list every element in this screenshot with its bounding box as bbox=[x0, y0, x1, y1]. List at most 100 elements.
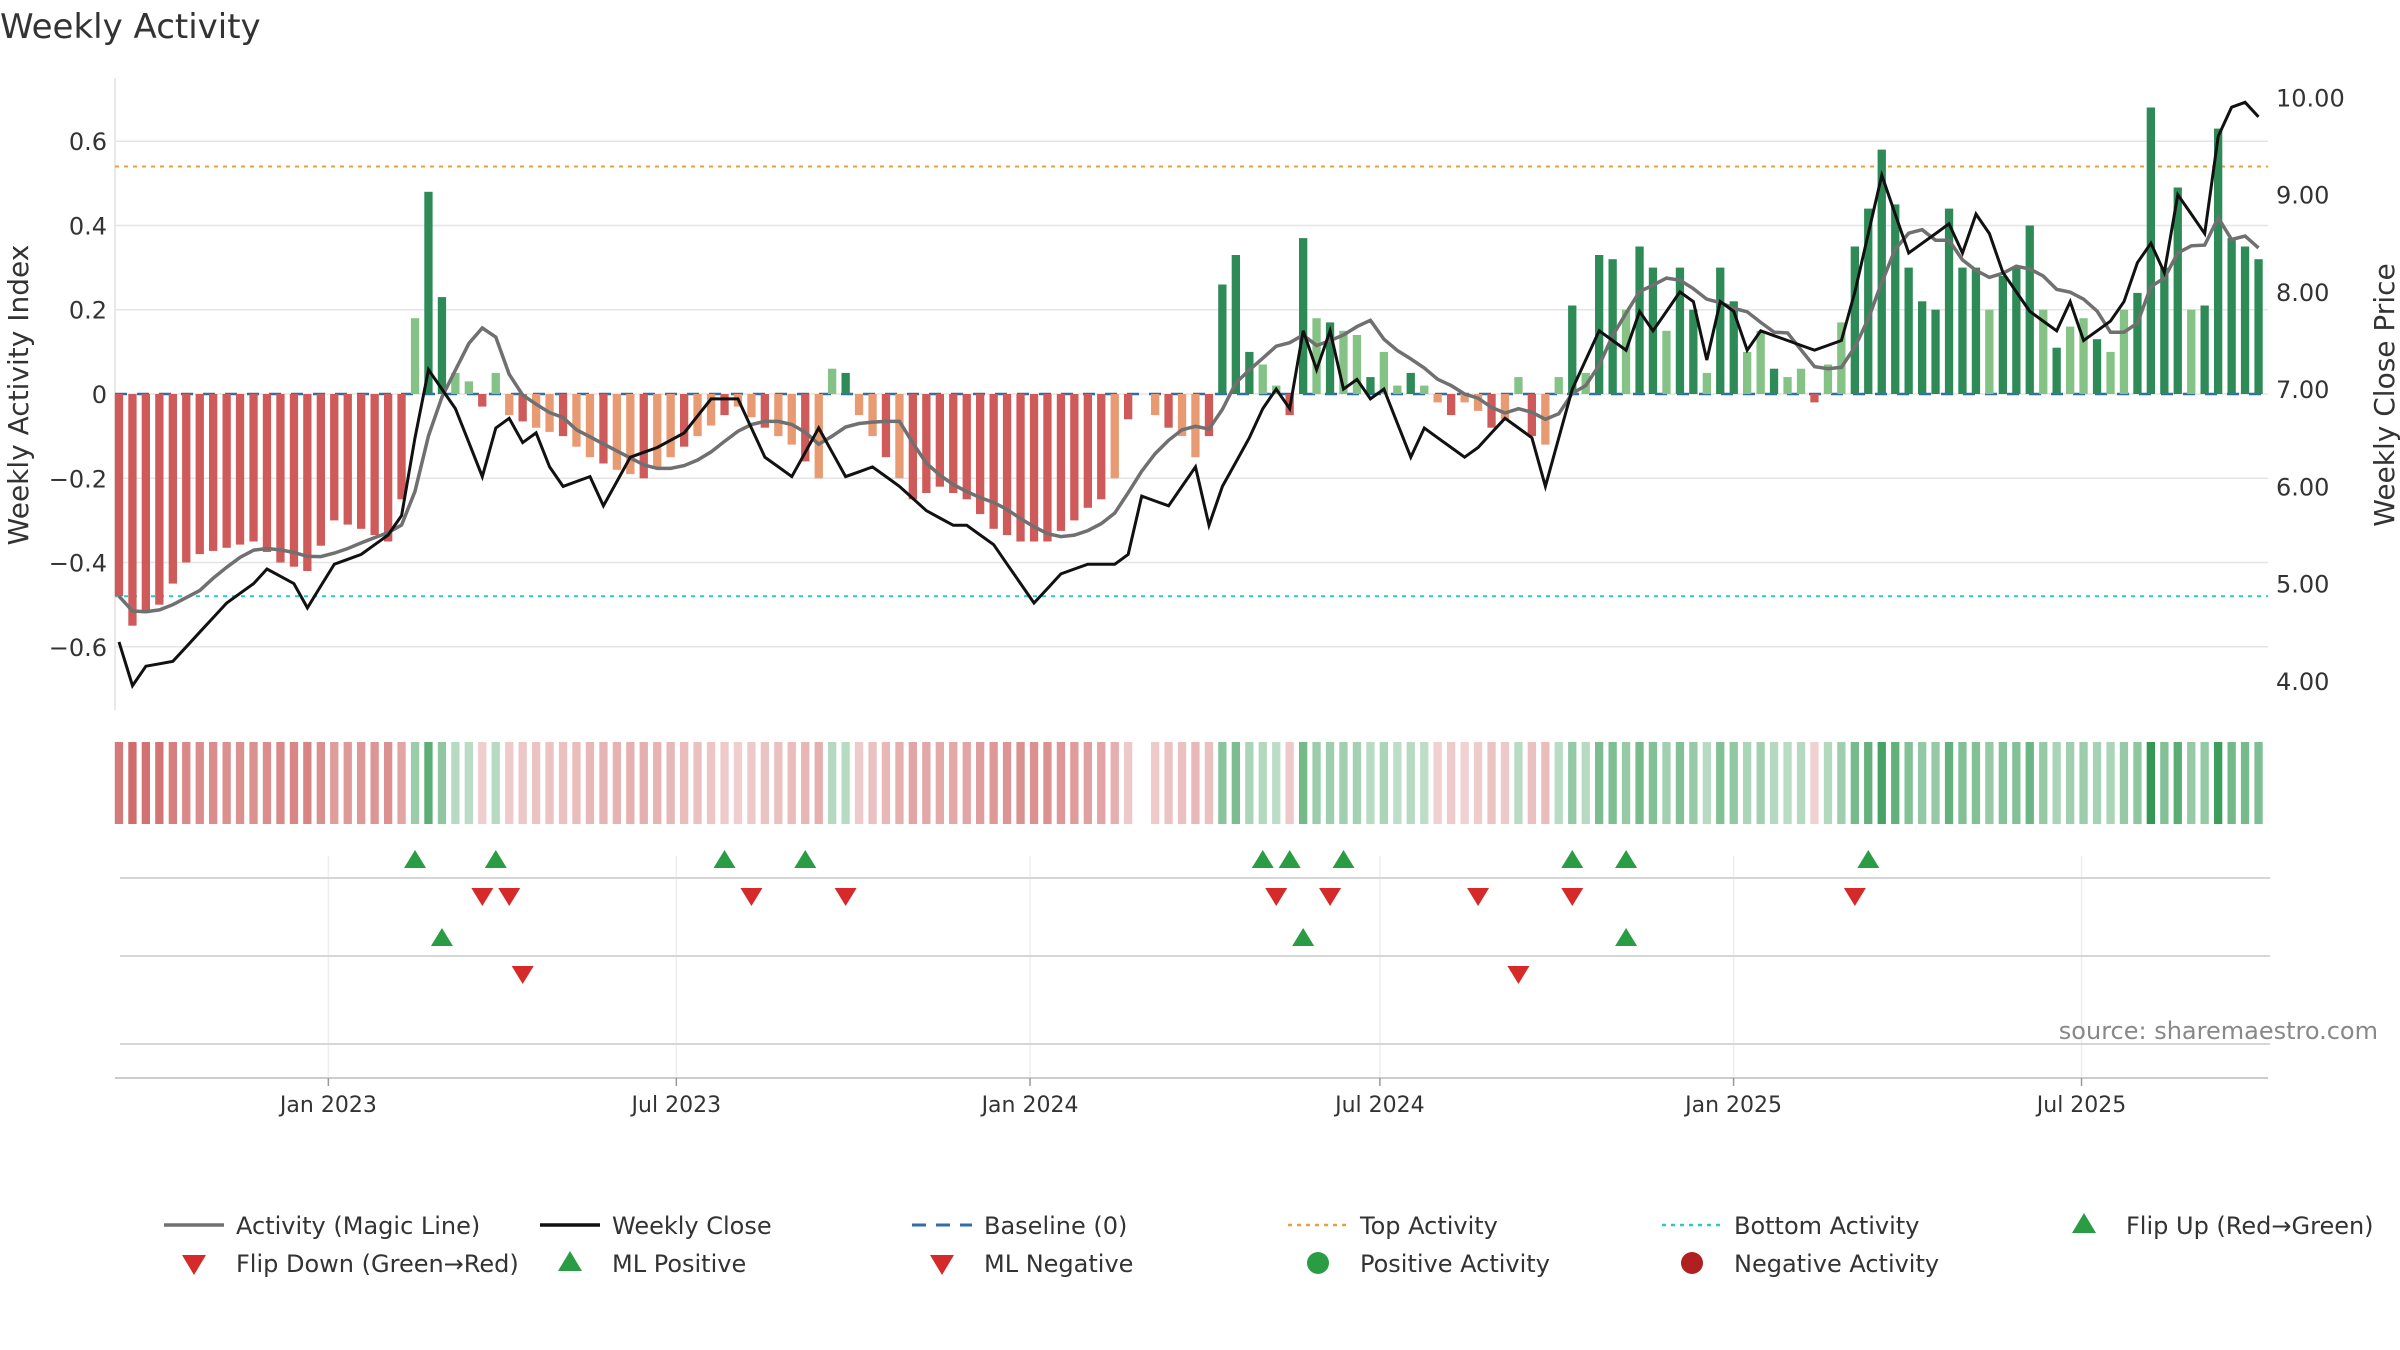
activity-bar bbox=[114, 394, 124, 597]
y-tick-label: 0 bbox=[92, 381, 107, 409]
flip-up-marker bbox=[1332, 850, 1355, 868]
heat-cell bbox=[1608, 742, 1617, 824]
heat-cell bbox=[1864, 742, 1873, 824]
heat-cell bbox=[1029, 742, 1039, 824]
activity-bar bbox=[841, 372, 850, 394]
y-axis-label: Weekly Activity Index bbox=[2, 245, 35, 546]
flip-down-marker bbox=[1319, 888, 1342, 906]
heat-cell bbox=[1985, 742, 1994, 824]
flip-down-marker bbox=[1265, 888, 1288, 906]
activity-bar bbox=[370, 394, 379, 536]
activity-bar bbox=[289, 394, 299, 567]
heat-cell bbox=[1998, 742, 2007, 824]
heat-cell bbox=[1366, 742, 1375, 824]
heat-cell bbox=[1716, 742, 1725, 824]
signal-rows bbox=[120, 850, 2270, 1080]
activity-bar bbox=[1635, 246, 1644, 394]
activity-bar bbox=[518, 394, 527, 422]
activity-bar bbox=[747, 394, 756, 418]
activity-bar bbox=[558, 394, 568, 437]
activity-bar bbox=[437, 297, 447, 394]
heat-cell bbox=[505, 742, 514, 824]
heat-cell bbox=[1285, 742, 1294, 824]
activity-bar bbox=[195, 394, 204, 555]
activity-bar bbox=[2119, 309, 2129, 394]
heat-cell bbox=[1164, 742, 1173, 824]
heat-cell bbox=[1325, 742, 1335, 824]
heat-cell bbox=[532, 742, 541, 824]
activity-bar bbox=[1029, 394, 1039, 542]
activity-bar bbox=[330, 394, 339, 521]
flip-down-marker bbox=[1507, 966, 1530, 984]
activity-bar bbox=[1810, 394, 1819, 403]
activity-bar bbox=[706, 394, 716, 426]
heat-cell bbox=[1850, 742, 1859, 824]
activity-bar bbox=[1985, 309, 1994, 394]
activity-bar bbox=[814, 394, 823, 479]
heat-cell bbox=[1379, 742, 1388, 824]
x-axis: Jan 2023 Jul 2023 Jan 2024 Jul 2024 Jan 2025… bbox=[115, 1077, 2268, 1118]
heat-cell bbox=[2227, 742, 2236, 824]
heat-cell bbox=[1312, 742, 1321, 824]
heat-cell bbox=[2214, 742, 2223, 824]
flip-up-marker bbox=[1251, 850, 1274, 868]
heat-cell bbox=[2119, 742, 2129, 824]
heat-cell bbox=[1971, 742, 1981, 824]
activity-bar bbox=[922, 394, 931, 493]
heat-cell bbox=[599, 742, 608, 824]
activity-bar bbox=[2039, 309, 2048, 394]
activity-bars bbox=[114, 107, 2263, 626]
heat-cell bbox=[195, 742, 204, 824]
activity-bar bbox=[1124, 394, 1133, 420]
x-tick-label: Jul 2024 bbox=[1333, 1093, 1425, 1118]
heat-cell bbox=[410, 742, 420, 824]
heat-cell bbox=[1352, 742, 1362, 824]
activity-bar bbox=[505, 394, 514, 416]
heat-cell bbox=[1541, 742, 1550, 824]
heat-cell bbox=[935, 742, 944, 824]
y2-tick-label: 7.00 bbox=[2276, 376, 2329, 404]
activity-bar bbox=[2092, 339, 2102, 394]
activity-bar bbox=[2187, 309, 2196, 394]
heat-cell bbox=[1729, 742, 1738, 824]
activity-bar bbox=[168, 394, 177, 584]
activity-bar bbox=[2227, 238, 2236, 394]
heat-cell bbox=[841, 742, 850, 824]
heat-cell bbox=[908, 742, 917, 824]
heat-cell bbox=[222, 742, 231, 824]
activity-bar bbox=[2240, 246, 2250, 394]
activity-bar bbox=[895, 394, 904, 479]
heat-cell bbox=[437, 742, 447, 824]
heat-cell bbox=[464, 742, 473, 824]
activity-bar bbox=[451, 372, 460, 394]
y-tick-label: −0.6 bbox=[49, 634, 107, 662]
activity-bar bbox=[424, 191, 433, 394]
activity-bar bbox=[2160, 267, 2169, 394]
activity-bar bbox=[2146, 107, 2155, 394]
heat-cell bbox=[585, 742, 595, 824]
y2-tick-label: 5.00 bbox=[2276, 571, 2329, 599]
activity-bar bbox=[1002, 394, 1012, 536]
activity-bar bbox=[262, 394, 272, 552]
heat-cell bbox=[1097, 742, 1106, 824]
activity-bar bbox=[384, 394, 393, 542]
flip-down-marker bbox=[511, 966, 534, 984]
heat-cell bbox=[1635, 742, 1644, 824]
heat-cell bbox=[760, 742, 769, 824]
heat-cell bbox=[1877, 742, 1886, 824]
heat-cell bbox=[1043, 742, 1052, 824]
activity-bar bbox=[1299, 238, 1308, 394]
heat-cell bbox=[289, 742, 299, 824]
activity-bar bbox=[397, 394, 406, 500]
activity-bar bbox=[1958, 267, 1967, 394]
activity-bar bbox=[1231, 255, 1240, 394]
activity-bar bbox=[760, 394, 769, 428]
source-label: source: sharemaestro.com bbox=[2059, 1017, 2378, 1045]
heat-cell bbox=[801, 742, 810, 824]
legend-label: Top Activity bbox=[1359, 1212, 1498, 1240]
activity-bar bbox=[2066, 326, 2075, 394]
activity-bar bbox=[1662, 330, 1671, 394]
legend-item: Weekly Close bbox=[540, 1212, 772, 1240]
heat-cell bbox=[774, 742, 783, 824]
activity-bar bbox=[1473, 394, 1483, 411]
